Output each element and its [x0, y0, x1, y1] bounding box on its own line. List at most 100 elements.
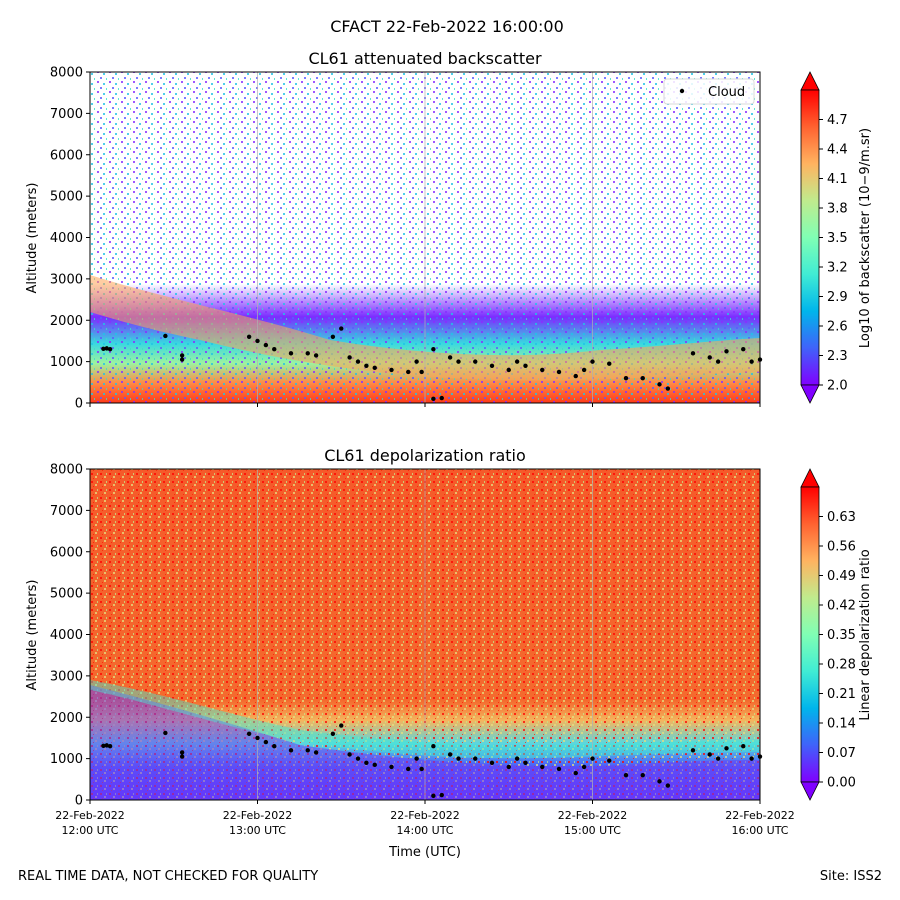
- colorbar-tick-label: 0.63: [827, 510, 856, 525]
- y-tick-label: 8000: [50, 66, 83, 81]
- depolarization-colorbar-label: Linear depolarization ratio: [858, 549, 873, 720]
- depolarization-grid: [257, 469, 593, 800]
- depolarization-colorbar-extend-bottom: [800, 781, 820, 801]
- cloud-base-point: [590, 359, 595, 364]
- cloud-base-point: [573, 770, 578, 776]
- backscatter-cloud-marks: [101, 326, 763, 402]
- cloud-base-point: [431, 347, 436, 352]
- y-tick-label: 6000: [50, 148, 83, 163]
- cloud-base-point: [447, 355, 453, 360]
- cloud-base-point: [406, 766, 411, 772]
- cloud-base-point: [107, 744, 113, 749]
- cloud-base-point: [364, 760, 369, 765]
- x-tick-label: 13:00 UTC: [229, 824, 286, 837]
- cloud-base-point: [431, 793, 436, 799]
- y-tick-label: 3000: [50, 669, 83, 684]
- cloud-base-point: [657, 779, 662, 784]
- backscatter-colorbar: 2.0 2.3 2.6 2.9 3.2 3.5 3.8 4.1 4.4 4.7 Log10 of …: [800, 71, 873, 404]
- colorbar-tick-label: 2.6: [827, 320, 848, 335]
- colorbar-tick-label: 3.8: [827, 202, 848, 217]
- cloud-base-point: [456, 359, 461, 364]
- cloud-base-point: [749, 756, 754, 761]
- cloud-base-point: [104, 743, 109, 748]
- cloud-base-point: [431, 396, 436, 402]
- x-tick-label: 22-Feb-2022: [558, 809, 627, 822]
- depolarization-colorbar-extend-top: [800, 468, 820, 488]
- cloud-base-point: [665, 386, 671, 391]
- cloud-base-point: [581, 367, 587, 373]
- cloud-base-point: [347, 355, 352, 360]
- cloud-base-point: [540, 764, 545, 770]
- colorbar-tick-label: 0.14: [827, 717, 856, 732]
- depolarization-y-ticks: 0 1000 2000 3000 4000 5000 6000 7000 8000: [50, 463, 90, 809]
- cloud-base-point: [339, 723, 344, 728]
- cloud-base-point: [263, 739, 269, 745]
- cloud-base-point: [419, 369, 424, 375]
- x-tick-label: 14:00 UTC: [396, 824, 453, 837]
- colorbar-tick-label: 0.49: [827, 569, 856, 584]
- colorbar-tick-label: 2.9: [827, 290, 848, 305]
- cloud-base-point: [581, 764, 587, 770]
- cloud-base-point: [489, 760, 495, 765]
- depolarization-colorbar-ticks: 0.00 0.07 0.14 0.21 0.28 0.35 0.42 0.49 0.56 0.63: [819, 510, 856, 791]
- x-tick-label: 22-Feb-2022: [223, 809, 292, 822]
- cloud-base-point: [330, 334, 336, 339]
- depolarization-ylabel: Altitude (meters): [25, 580, 40, 691]
- colorbar-tick-label: 0.07: [827, 746, 856, 761]
- y-tick-label: 7000: [50, 504, 83, 519]
- cloud-base-point: [715, 359, 721, 364]
- y-tick-label: 3000: [50, 272, 83, 287]
- cloud-base-point: [179, 357, 185, 362]
- cloud-base-point: [355, 756, 361, 761]
- cloud-base-point: [179, 750, 185, 755]
- backscatter-colorbar-extend-bottom: [800, 384, 820, 404]
- cloud-base-point: [623, 375, 629, 381]
- colorbar-tick-label: 4.4: [827, 143, 848, 158]
- cloud-base-point: [372, 365, 377, 371]
- cloud-base-point: [707, 752, 712, 757]
- cloud-base-point: [489, 363, 495, 368]
- cloud-base-point: [556, 369, 562, 375]
- y-tick-label: 2000: [50, 711, 83, 726]
- cloud-base-point: [272, 744, 277, 749]
- cloud-base-point: [246, 334, 252, 339]
- backscatter-colorbar-label: Log10 of backscatter (10−9/m.sr): [858, 128, 873, 348]
- cloud-base-point: [690, 351, 696, 356]
- legend-cloud-label: Cloud: [708, 85, 745, 100]
- y-tick-label: 1000: [50, 752, 83, 767]
- y-tick-label: 5000: [50, 587, 83, 602]
- depolarization-title: CL61 depolarization ratio: [324, 446, 526, 465]
- x-tick-label: 15:00 UTC: [564, 824, 621, 837]
- depolarization-x-ticks: 22-Feb-2022 12:00 UTC 22-Feb-2022 13:00 UTC…: [55, 800, 795, 837]
- colorbar-tick-label: 0.21: [827, 687, 856, 702]
- cloud-base-point: [406, 369, 411, 375]
- figure-suptitle: CFACT 22-Feb-2022 16:00:00: [330, 17, 564, 36]
- cloud-base-point: [439, 792, 444, 798]
- cloud-base-point: [313, 750, 319, 755]
- cloud-base-point: [419, 766, 424, 772]
- cloud-base-point: [107, 347, 113, 352]
- cloud-base-point: [179, 353, 185, 358]
- cloud-base-point: [389, 367, 394, 373]
- x-tick-label: 16:00 UTC: [731, 824, 788, 837]
- cloud-base-point: [506, 367, 511, 373]
- cloud-base-point: [514, 756, 520, 761]
- cloud-base-point: [707, 355, 712, 360]
- y-tick-label: 6000: [50, 545, 83, 560]
- cloud-base-point: [540, 367, 545, 373]
- cloud-base-point: [246, 731, 252, 736]
- backscatter-colorbar-ramp: [801, 90, 819, 385]
- site-label: Site: ISS2: [819, 869, 882, 884]
- colorbar-tick-label: 4.7: [827, 113, 848, 128]
- backscatter-x-ticks: [89, 403, 761, 407]
- backscatter-panel: CL61 attenuated backscatter 0 1000 2000 300…: [25, 49, 873, 412]
- cloud-base-point: [439, 395, 444, 401]
- y-tick-label: 0: [75, 794, 83, 809]
- cloud-base-point: [288, 351, 294, 356]
- cloud-base-point: [389, 764, 394, 770]
- cloud-base-point: [163, 730, 168, 736]
- cloud-base-point: [347, 752, 352, 757]
- y-tick-label: 7000: [50, 107, 83, 122]
- cloud-base-point: [364, 363, 369, 368]
- colorbar-tick-label: 0.35: [827, 628, 856, 643]
